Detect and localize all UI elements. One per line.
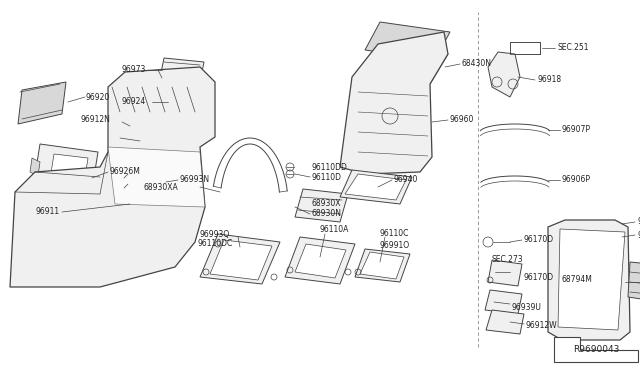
Polygon shape [210,240,272,280]
Text: 96991O: 96991O [380,241,410,250]
Polygon shape [18,82,66,124]
Polygon shape [340,32,448,174]
Polygon shape [130,168,168,194]
Text: 96110D: 96110D [312,173,342,182]
Text: R9690043: R9690043 [573,344,619,353]
Polygon shape [345,174,406,200]
Text: 96960: 96960 [450,115,474,125]
Polygon shape [360,44,448,84]
Polygon shape [486,310,524,334]
Text: 96996M: 96996M [637,218,640,227]
Polygon shape [355,249,410,282]
Text: 68930XA: 68930XA [143,183,178,192]
Polygon shape [360,252,404,279]
Polygon shape [160,58,204,82]
Text: 96924: 96924 [122,97,146,106]
Text: 96907P: 96907P [562,125,591,135]
Text: 96920: 96920 [86,93,110,102]
Polygon shape [488,52,520,97]
Text: 68430N: 68430N [462,60,492,68]
Text: 96993N: 96993N [180,176,210,185]
Text: SEC.251: SEC.251 [557,44,589,52]
Polygon shape [365,22,450,60]
Text: SEC.273: SEC.273 [492,256,524,264]
Polygon shape [160,76,200,96]
Text: 96170D: 96170D [524,273,554,282]
Text: 96993Q: 96993Q [200,230,230,238]
Text: 96170D: 96170D [524,235,554,244]
Text: 96911: 96911 [36,208,60,217]
Text: 96926M: 96926M [110,167,141,176]
Text: 96918: 96918 [537,76,561,84]
Text: 96940: 96940 [394,176,419,185]
Text: 68930N: 68930N [312,209,342,218]
Polygon shape [554,337,638,362]
Polygon shape [548,220,630,340]
Polygon shape [558,229,625,330]
Polygon shape [118,124,144,148]
Text: 96110C: 96110C [380,230,410,238]
Polygon shape [136,172,162,190]
Polygon shape [30,158,40,176]
Polygon shape [10,67,215,287]
Polygon shape [510,42,540,54]
Polygon shape [108,147,205,207]
Text: 96960+A: 96960+A [637,231,640,240]
Polygon shape [200,234,280,284]
Polygon shape [30,180,40,198]
Text: 96906P: 96906P [562,176,591,185]
Polygon shape [372,46,440,80]
Text: 68794M: 68794M [562,276,593,285]
Text: 96110DD: 96110DD [312,163,348,171]
Polygon shape [295,244,346,278]
Text: 96939U: 96939U [512,302,542,311]
Text: 96110A: 96110A [320,225,349,234]
Polygon shape [340,170,412,204]
Text: 96110DC: 96110DC [198,240,233,248]
Text: 96973: 96973 [122,65,146,74]
Polygon shape [32,144,98,202]
Polygon shape [48,154,88,196]
Polygon shape [285,237,355,284]
Polygon shape [295,189,348,222]
Text: 96912W: 96912W [526,321,557,330]
Polygon shape [485,290,522,314]
Text: 96912N: 96912N [80,115,110,125]
Text: 68930X: 68930X [312,199,342,208]
Polygon shape [628,262,640,300]
Polygon shape [152,88,196,114]
Polygon shape [488,260,522,286]
